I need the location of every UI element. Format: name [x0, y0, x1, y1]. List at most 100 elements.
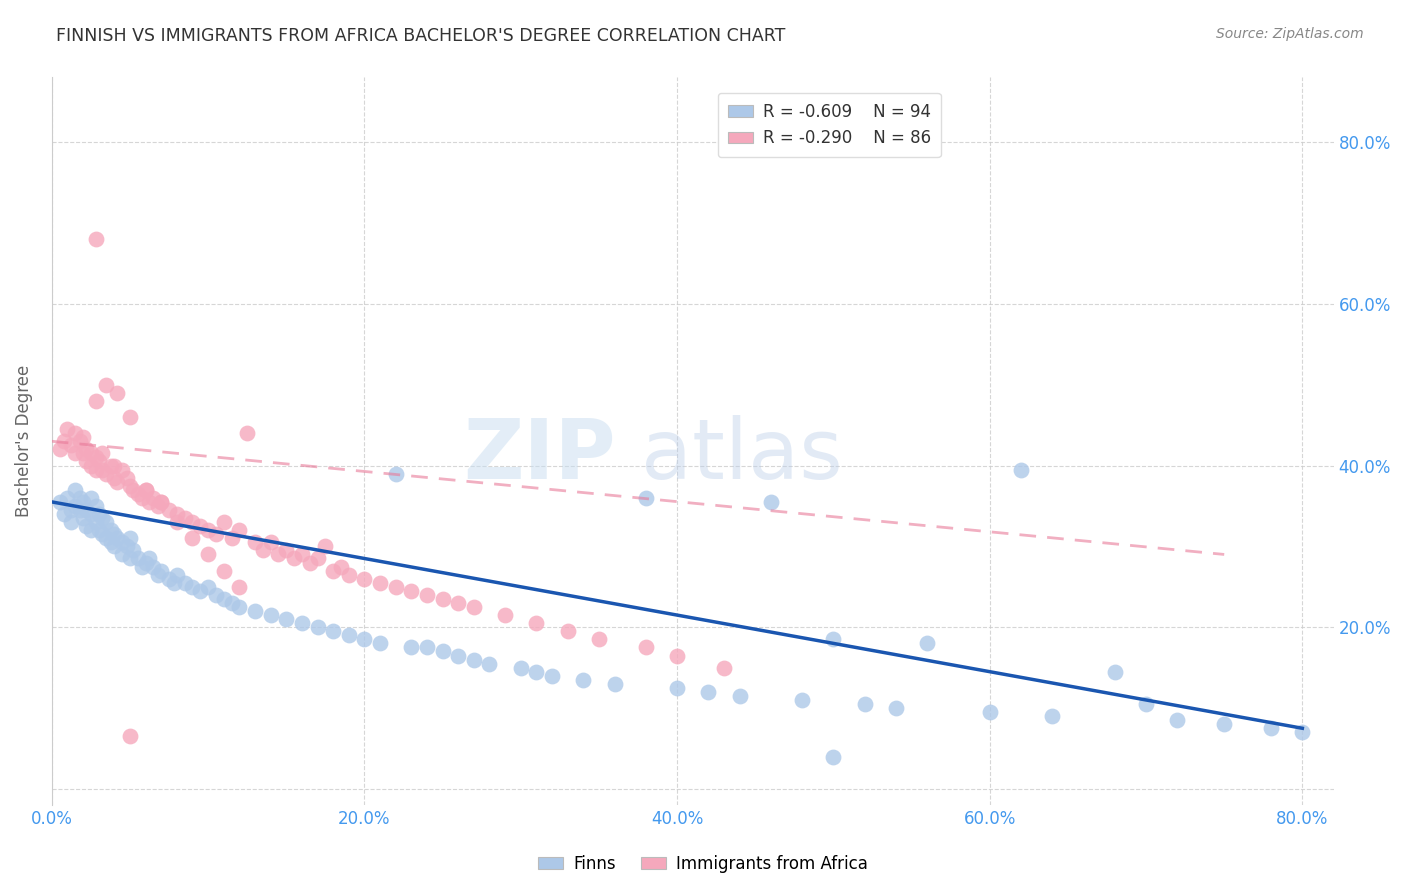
Point — [80, 491, 103, 505]
Point — [666, 681, 689, 695]
Point — [884, 701, 907, 715]
Point — [853, 697, 876, 711]
Point — [53, 434, 76, 449]
Point — [118, 551, 141, 566]
Point — [432, 591, 454, 606]
Point — [127, 487, 149, 501]
Point — [197, 580, 219, 594]
Point — [63, 446, 86, 460]
Point — [478, 657, 501, 671]
Point — [205, 588, 228, 602]
Point — [72, 511, 94, 525]
Point — [401, 640, 423, 655]
Point — [166, 515, 188, 529]
Point — [146, 567, 169, 582]
Point — [267, 548, 290, 562]
Point — [63, 483, 86, 497]
Point — [524, 616, 547, 631]
Point — [107, 385, 129, 400]
Point — [353, 632, 375, 647]
Point — [494, 608, 516, 623]
Point — [634, 640, 657, 655]
Point — [111, 462, 134, 476]
Point — [322, 624, 344, 639]
Point — [728, 689, 751, 703]
Point — [337, 567, 360, 582]
Point — [72, 430, 94, 444]
Point — [157, 572, 180, 586]
Point — [150, 495, 173, 509]
Point — [197, 523, 219, 537]
Point — [84, 393, 107, 408]
Point — [557, 624, 579, 639]
Point — [713, 660, 735, 674]
Point — [100, 535, 122, 549]
Point — [181, 515, 204, 529]
Point — [276, 612, 298, 626]
Point — [416, 640, 439, 655]
Point — [291, 616, 314, 631]
Point — [447, 596, 470, 610]
Point — [122, 483, 145, 497]
Point — [157, 503, 180, 517]
Point — [252, 543, 274, 558]
Text: ZIP: ZIP — [464, 416, 616, 496]
Point — [173, 511, 195, 525]
Point — [69, 491, 91, 505]
Point — [212, 591, 235, 606]
Point — [291, 548, 314, 562]
Point — [96, 515, 118, 529]
Point — [166, 567, 188, 582]
Point — [84, 450, 107, 465]
Point — [59, 515, 82, 529]
Point — [666, 648, 689, 663]
Point — [100, 458, 122, 473]
Point — [823, 632, 845, 647]
Point — [146, 499, 169, 513]
Legend: Finns, Immigrants from Africa: Finns, Immigrants from Africa — [531, 848, 875, 880]
Point — [69, 503, 91, 517]
Point — [90, 462, 112, 476]
Point — [63, 426, 86, 441]
Point — [463, 652, 485, 666]
Point — [127, 551, 149, 566]
Point — [115, 470, 138, 484]
Point — [87, 523, 110, 537]
Point — [1040, 709, 1063, 723]
Point — [1010, 462, 1032, 476]
Point — [188, 583, 211, 598]
Point — [307, 551, 329, 566]
Point — [384, 580, 406, 594]
Point — [416, 588, 439, 602]
Point — [69, 434, 91, 449]
Point — [603, 677, 626, 691]
Point — [135, 483, 157, 497]
Point — [634, 491, 657, 505]
Point — [48, 442, 70, 457]
Point — [212, 564, 235, 578]
Point — [228, 599, 250, 614]
Point — [142, 559, 165, 574]
Point — [588, 632, 610, 647]
Point — [103, 540, 125, 554]
Point — [181, 580, 204, 594]
Point — [259, 535, 281, 549]
Point — [84, 462, 107, 476]
Point — [401, 583, 423, 598]
Point — [368, 575, 391, 590]
Point — [283, 551, 305, 566]
Point — [100, 523, 122, 537]
Point — [166, 507, 188, 521]
Point — [236, 426, 259, 441]
Point — [322, 564, 344, 578]
Point — [87, 507, 110, 521]
Point — [75, 503, 97, 517]
Point — [276, 543, 298, 558]
Point — [53, 507, 76, 521]
Point — [107, 531, 129, 545]
Point — [90, 511, 112, 525]
Point — [90, 527, 112, 541]
Point — [1260, 721, 1282, 735]
Text: FINNISH VS IMMIGRANTS FROM AFRICA BACHELOR'S DEGREE CORRELATION CHART: FINNISH VS IMMIGRANTS FROM AFRICA BACHEL… — [56, 27, 786, 45]
Point — [221, 531, 243, 545]
